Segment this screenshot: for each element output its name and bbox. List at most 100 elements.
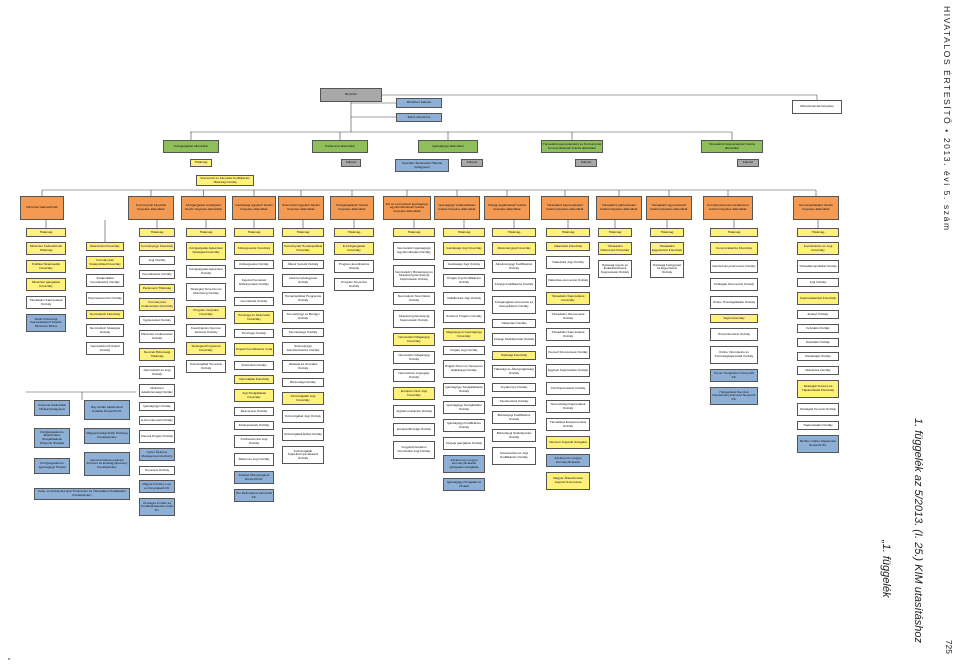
unit-box-c4-r1: Költségvetési Főosztály [234, 242, 274, 255]
unit-box-c5-r7: Személyügyi Adminisztrációs Osztály [282, 342, 324, 355]
unit-box-c0-r3: Miniszteri Igazgatási Főosztály [26, 278, 66, 291]
unit-box-c9-r3: Közjogi Kodifikációs Osztály [492, 278, 536, 291]
unit-box-c13-r6: Hírszerkesztési Osztály [710, 328, 758, 341]
unit-box-c11-r2-label: Hatósági Ügyek és Érdekképviseleti Kapcs… [600, 262, 630, 274]
deputy-state-secretary-box-5-label: Közigazgatásért felelős helyettes államt… [336, 203, 368, 211]
unit-box-c1-r3-label: Helyzetelemzési Osztály [88, 295, 122, 300]
unit-box-c5-r0-label: Titkárság [296, 229, 310, 234]
unit-box-c0-r0: Titkárság [26, 228, 66, 237]
unit-box-c5-r4: Humánpolitikai Programok Osztály [282, 292, 324, 305]
affiliated-institution-box-0: Központi Statisztikai Hivatal (felügyele… [34, 400, 70, 416]
deputy-state-secretary-box-0-label: Miniszteri kabinetfőnök [26, 205, 58, 210]
unit-box-c4-r3: Fejezeti Kezelésű Előirányzatok Osztály [234, 274, 274, 292]
unit-box-c4-r14: Állatorvos Jogi Osztály [234, 453, 274, 466]
deputy-state-secretary-box-3: Gazdasági ügyekért felelős helyettes áll… [232, 196, 276, 220]
deputy-prime-minister-box: Miniszterelnök-helyettes [792, 100, 842, 114]
unit-box-c5-r12-label: Közszolgálati Etikai Osztály [284, 431, 322, 436]
unit-box-c10-r6-label: Társadalmi Kapcsolatok Osztály [551, 329, 585, 338]
unit-box-c14-r6-label: Felvidéki Osztály [806, 325, 830, 330]
unit-box-c10-r12-label: Nemzeti Jogvédő Szolgálat [549, 439, 587, 444]
unit-box-c10-r3-label: Választás-szervezési Osztály [547, 277, 589, 282]
organisational-unit-box-label: Szervezeti és Irányítási Kodifikációs Ti… [200, 175, 250, 184]
unit-box-c9-r0-label: Titkárság [507, 229, 521, 234]
unit-box-c5-r5-label: Személyügyi és Bérügyi Osztály [286, 311, 320, 320]
unit-box-c3-r5: Koordinációs Nyomon követési Osztály [186, 324, 226, 337]
unit-box-c13-r5: Sajtó Főosztály [710, 314, 758, 323]
unit-box-c8-r11-label: Igazságügyi Kodifikációs Osztály [447, 420, 481, 429]
special-advisory-box-label: Speciális Tanácsadói Hálózat (felügyelet… [401, 160, 443, 169]
unit-box-c7-r7-label: Nemzetközi Jogsegély Osztály [398, 370, 430, 379]
unit-box-c14-r1-label: Koordinációs és Jogi Főosztály [803, 243, 833, 252]
unit-box-c6-r3: Program Tervezési Osztály [334, 278, 374, 291]
unit-box-c10-r1-label: Választási Főosztály [553, 243, 583, 248]
unit-box-c8-r8-label: Polgári Peres és Nemperes Eljárásjogi Os… [445, 364, 483, 372]
unit-box-c3-r3-label: Stratégiai Tervezési és Monitoring Osztá… [190, 287, 222, 295]
unit-box-c10-r2-label: Választási Jogi Osztály [552, 259, 584, 264]
unit-box-c2-r10-label: Miniszteri Adatbiztonsági Osztály [141, 385, 173, 394]
unit-box-c10-r10-label: Nemzetiségi Kapcsolatok Osztály [550, 401, 586, 410]
unit-box-c3-r5-label: Koordinációs Nyomon követési Osztály [190, 325, 222, 334]
unit-box-c7-r0: Titkárság [393, 228, 435, 237]
unit-box-c14-r1: Koordinációs és Jogi Főosztály [797, 242, 839, 255]
unit-box-c2-r10: Miniszteri Adatbiztonsági Osztály [139, 384, 175, 397]
unit-box-c3-r4-label: Program-irányítási Főosztály [193, 307, 219, 316]
unit-box-c10-r11: Társadalmi Esélyteremtési Osztály [546, 418, 590, 431]
unit-box-c0-r5-label: Zsidó Közösségi Kapcsolatokért Felelős M… [30, 316, 62, 328]
unit-box-c1-r2: Szakpolitikai Koordinációs Osztály [86, 274, 124, 287]
unit-box-c10-r5-label: Társadalmi Szervezetek Osztály [551, 311, 585, 320]
unit-box-c12-r0: Titkárság [650, 228, 684, 237]
internal-audit-box-label: Belső ellenőrzés [407, 114, 431, 119]
unit-box-c13-r3: Stratégiai Szervezési Osztály [710, 278, 758, 291]
unit-box-c2-r13-label: Kiemelt Projekt Osztály [141, 433, 173, 438]
unit-box-c5-r3-label: Intézményfelügyeleti Osztály [288, 275, 318, 284]
unit-box-c7-r3: Nemzetközi Szerződési Osztály [393, 292, 435, 305]
unit-box-c6-r0-label: Titkárság [347, 229, 361, 234]
unit-box-c3-r1: Közigazgatás-fejlesztési Stratégiai Főos… [186, 242, 226, 260]
unit-box-c8-r13-label: Fővárosi és megyei kormányhivatalok igaz… [449, 457, 479, 469]
unit-box-c9-r5-label: Választási Osztály [501, 320, 527, 325]
unit-box-c14-r4-label: Kapcsolattartási Főosztály [799, 295, 837, 300]
unit-box-c2-r6: Ügykezelési Osztály [139, 316, 175, 325]
unit-box-c11-r1: Társadalmi Párbeszéd Főosztály [598, 242, 632, 255]
unit-box-c14-r6: Felvidéki Osztály [797, 324, 839, 333]
unit-box-c1-r4-label: Nemzetközi Főosztály [89, 311, 121, 316]
unit-box-c5-r6: Személyügyi Osztály [282, 328, 324, 337]
deputy-state-secretary-box-2: Közigazgatási stratégiáért felelős helye… [181, 196, 226, 220]
unit-box-c7-r8: Európai Uniós Jogi Főosztály [393, 387, 435, 400]
kabinet-box-3: Kabinet [737, 159, 759, 167]
unit-box-c3-r1-label: Közigazgatás-fejlesztési Stratégiai Főos… [189, 246, 223, 254]
unit-box-c4-r14-label: Állatorvos Jogi Osztály [238, 456, 270, 461]
unit-box-c8-r7: Polgári Jogi Osztály [443, 346, 485, 355]
unit-box-c6-r0: Titkárság [334, 228, 374, 237]
unit-box-c8-r4-label: Vállalkozási Jogi Osztály [446, 295, 482, 300]
unit-box-c4-r13-label: Közbeszerzési Jogi Osztály [240, 436, 268, 445]
deputy-state-secretary-box-8: Közjogi jogalkotásért felelős helyettes … [484, 196, 530, 220]
unit-box-c14-r7: Délvidéki Osztály [797, 338, 839, 347]
unit-box-c8-r6-label: Magánjogi és Igazságügyi Főosztály [446, 329, 482, 338]
unit-box-c4-r8: Számviteli Osztály [234, 361, 274, 370]
unit-box-c2-r13: Kiemelt Projekt Osztály [139, 430, 175, 443]
affiliated-institution-box-2-label: Közigazgatási és Elektronikus Szolgáltat… [39, 429, 65, 445]
unit-box-c4-r9-label: Informatikai Főosztály [238, 376, 270, 381]
affiliated-institution-box-1-label: Bay Zoltán Alkalmazott Kutatási Nonprofi… [91, 405, 123, 413]
affiliated-institution-box-4-label: Közigazgatási és Igazságügyi Hivatal [38, 461, 66, 469]
deputy-state-secretary-box-12-label: Kormányzati kommunikációért felelős hely… [707, 203, 749, 211]
unit-box-c8-r5: Szellemi Tulajdon Osztály [443, 310, 485, 323]
unit-box-c2-r9-label: Nemzetközi és Jogi Osztály [143, 367, 171, 376]
unit-box-c1-r4: Nemzetközi Főosztály [86, 310, 124, 319]
unit-box-c1-r0: Ellenőrzési Főosztály [86, 242, 124, 251]
unit-box-c2-r17: Országos Fordító és Fordításhitelesítő I… [139, 498, 175, 516]
unit-box-c1-r2-label: Szakpolitikai Koordinációs Osztály [90, 275, 120, 284]
unit-box-c14-r13: Bethlen Gábor Alapkezelő Nonprofit Zrt. [797, 435, 839, 453]
unit-box-c5-r11-label: Közszolgálati Jogi Osztály [285, 413, 321, 418]
deputy-prime-minister-box-label: Miniszterelnök-helyettes [800, 104, 834, 109]
unit-box-c3-r0-label: Titkárság [199, 229, 213, 234]
unit-box-c2-r16-label: Magyar Közlöny Lap- és Könyvkiadó Kft. [142, 481, 172, 490]
unit-box-c12-r0-label: Titkárság [660, 229, 674, 234]
unit-box-c2-r5: Kormányzati Irodavezetés Főosztály [139, 298, 175, 311]
unit-box-c5-r1-label: Kormányzati Humánpolitikai Főosztály [283, 243, 323, 252]
unit-box-c2-r12-label: E-Kormányzati Osztály [141, 417, 173, 422]
unit-box-c14-r2-label: Társadalompolitikai Osztály [799, 263, 837, 268]
unit-box-c3-r4: Program-irányítási Főosztály [186, 306, 226, 319]
affiliated-institution-box-1: Bay Zoltán Alkalmazott Kutatási Nonprofi… [84, 400, 130, 420]
